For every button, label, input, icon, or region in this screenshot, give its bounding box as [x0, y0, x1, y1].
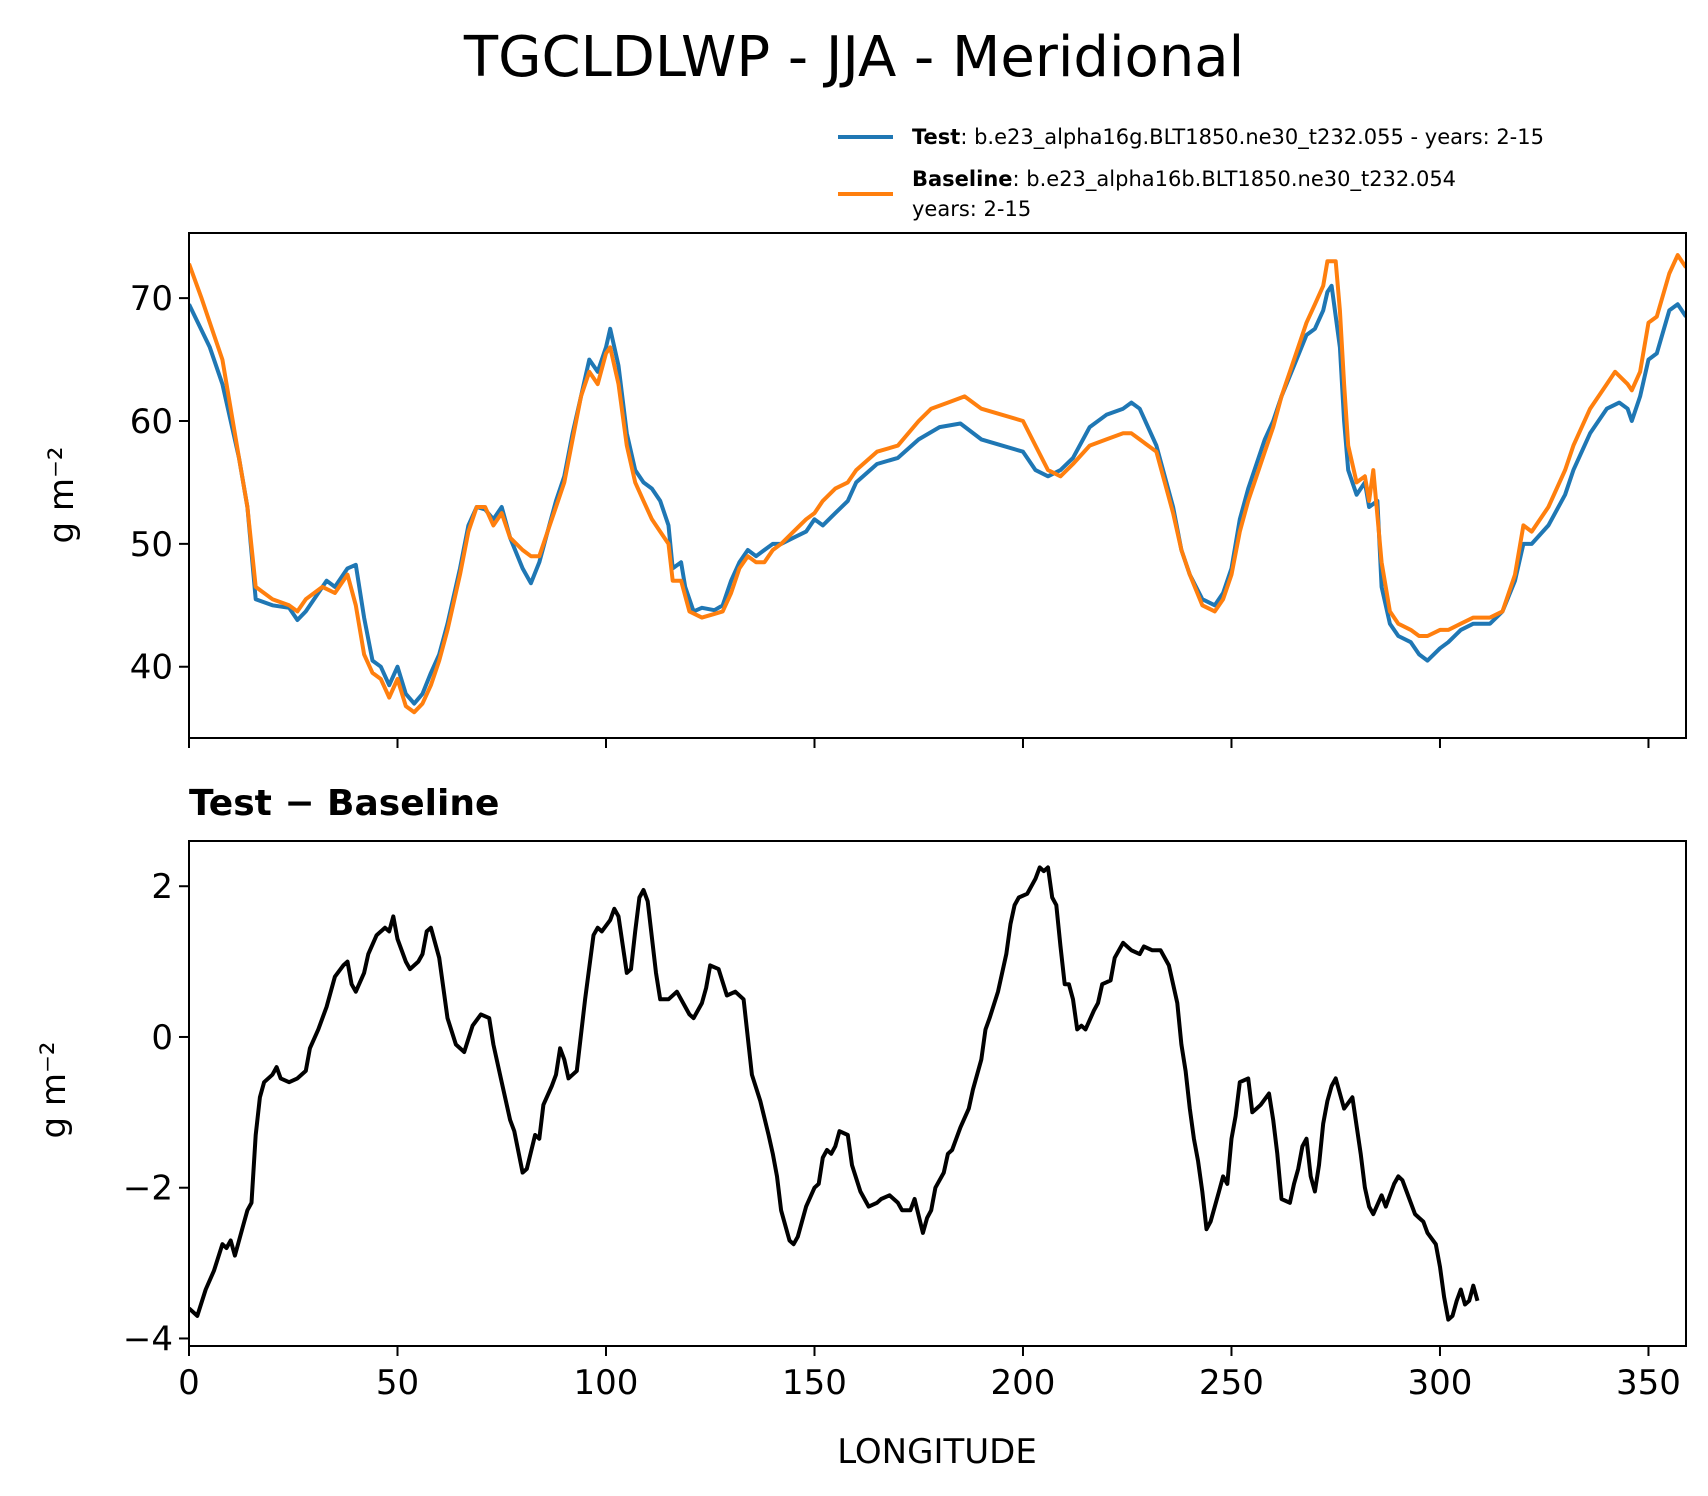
top-ytick-label: 50 [130, 525, 173, 565]
bottom-ytick-label: 0 [151, 1018, 173, 1058]
legend-text-baseline: : b.e23_alpha16b.BLT1850.ne30_t232.054 [1013, 167, 1457, 192]
bottom-xtick-label: 250 [1199, 1363, 1264, 1403]
legend-name-baseline: Baseline [912, 167, 1013, 191]
figure-title: TGCLDLWP - JJA - Meridional [463, 25, 1244, 90]
bottom-panel-title: Test − Baseline [189, 783, 499, 824]
top-panel: g m⁻² 40 50 60 70 [42, 232, 1687, 748]
top-ytick-label: 70 [130, 279, 173, 319]
bottom-xtick-label: 50 [376, 1363, 419, 1403]
top-ylabel: g m⁻² [42, 446, 82, 543]
legend-name-test: Test [912, 125, 960, 149]
bottom-xtick-label: 150 [782, 1363, 847, 1403]
legend-label-baseline-2: years: 2-15 [912, 197, 1031, 221]
top-plot-area: 40 50 60 70 [130, 253, 1686, 748]
bottom-plot-area: −4 −2 0 2 0 50 100 150 200 250 300 350 [123, 865, 1681, 1403]
bottom-xlabel: LONGITUDE [837, 1432, 1037, 1472]
bottom-panel: Test − Baseline g m⁻² LONGITUDE −4 −2 0 2 0 5… [34, 783, 1687, 1472]
bottom-xtick-label: 350 [1616, 1363, 1681, 1403]
bottom-xtick-label: 0 [178, 1363, 200, 1403]
bottom-xtick-label: 300 [1408, 1363, 1473, 1403]
bottom-ytick-label: −2 [123, 1169, 173, 1209]
bottom-ylabel: g m⁻² [34, 1041, 74, 1138]
legend-label-test: Test: b.e23_alpha16g.BLT1850.ne30_t232.0… [912, 125, 1544, 150]
bottom-ytick-label: 2 [151, 867, 173, 907]
legend: Test: b.e23_alpha16g.BLT1850.ne30_t232.0… [838, 125, 1544, 221]
legend-text-test: : b.e23_alpha16g.BLT1850.ne30_t232.055 -… [960, 125, 1544, 150]
top-ytick-label: 60 [130, 402, 173, 442]
bottom-ytick-label: −4 [123, 1319, 173, 1359]
bottom-xtick-label: 200 [991, 1363, 1056, 1403]
bottom-axes-frame [188, 840, 1687, 1347]
top-series-test [189, 283, 1686, 706]
top-series-baseline [189, 253, 1686, 715]
bottom-xtick-label: 100 [574, 1363, 639, 1403]
top-axes-frame [188, 232, 1687, 739]
legend-label-baseline: Baseline: b.e23_alpha16b.BLT1850.ne30_t2… [912, 167, 1456, 192]
bottom-series-test-baseline [189, 865, 1480, 1322]
top-ytick-label: 40 [130, 648, 173, 688]
